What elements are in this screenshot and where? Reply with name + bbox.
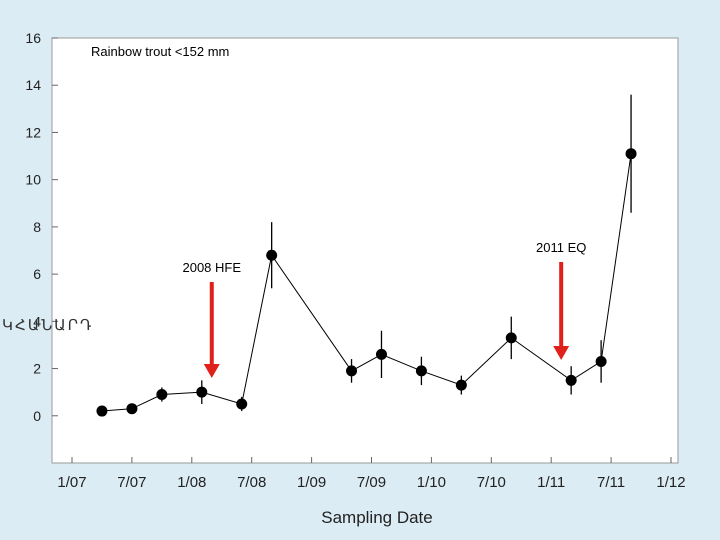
annotation-arrow-head bbox=[203, 364, 220, 378]
annotation-label: 2011 EQ bbox=[536, 240, 586, 255]
data-point bbox=[196, 386, 208, 398]
x-tick-label: 1/09 bbox=[297, 474, 326, 491]
y-axis-label-fragment: ԿՀԱՆԱՐԴ bbox=[2, 317, 93, 334]
data-point bbox=[595, 355, 607, 367]
data-point bbox=[625, 148, 637, 160]
data-point bbox=[96, 405, 108, 417]
annotation-label: 2008 HFE bbox=[182, 260, 241, 275]
data-point bbox=[156, 389, 168, 401]
y-tick-label: 6 bbox=[33, 266, 41, 282]
x-axis-label: Sampling Date bbox=[321, 508, 433, 527]
y-tick-label: 2 bbox=[33, 361, 41, 377]
x-tick-label: 7/07 bbox=[117, 474, 146, 491]
x-tick-label: 7/09 bbox=[357, 474, 386, 491]
series-layer bbox=[96, 94, 637, 417]
x-tick-label: 1/08 bbox=[177, 474, 206, 491]
x-tick-label: 1/10 bbox=[417, 474, 446, 491]
y-tick-label: 0 bbox=[33, 408, 41, 424]
x-tick-label: 1/07 bbox=[57, 474, 86, 491]
data-point bbox=[415, 365, 427, 377]
x-axis: 1/07 7/07 1/08 7/08 1/09 7/09 1/10 7/10 1/11 7/11… bbox=[57, 457, 686, 491]
y-tick-label: 14 bbox=[25, 77, 41, 93]
x-tick-label: 1/11 bbox=[537, 474, 565, 491]
chart-inline-title: Rainbow trout <152 mm bbox=[91, 44, 229, 59]
y-axis: 0 2 4 6 8 10 12 14 16 bbox=[25, 30, 58, 424]
data-point bbox=[236, 398, 248, 410]
data-point bbox=[266, 249, 278, 261]
y-tick-label: 8 bbox=[33, 219, 41, 235]
data-point bbox=[375, 348, 387, 360]
annotation-arrow-head bbox=[553, 346, 570, 360]
plot-background bbox=[51, 37, 679, 464]
y-tick-label: 10 bbox=[25, 172, 41, 188]
series-line bbox=[101, 153, 632, 412]
y-tick-label: 12 bbox=[25, 124, 41, 140]
data-point bbox=[126, 403, 138, 415]
y-tick-label: 4 bbox=[33, 313, 41, 329]
data-point bbox=[346, 365, 358, 377]
data-point bbox=[455, 379, 467, 391]
data-point bbox=[565, 374, 577, 386]
x-tick-label: 1/12 bbox=[656, 474, 685, 491]
y-tick-label: 16 bbox=[25, 30, 41, 46]
annotation-layer: 2008 HFE 2011 EQ bbox=[182, 240, 586, 378]
x-tick-label: 7/11 bbox=[597, 474, 625, 491]
x-tick-label: 7/08 bbox=[237, 474, 266, 491]
data-point bbox=[505, 332, 517, 344]
x-tick-label: 7/10 bbox=[477, 474, 506, 491]
